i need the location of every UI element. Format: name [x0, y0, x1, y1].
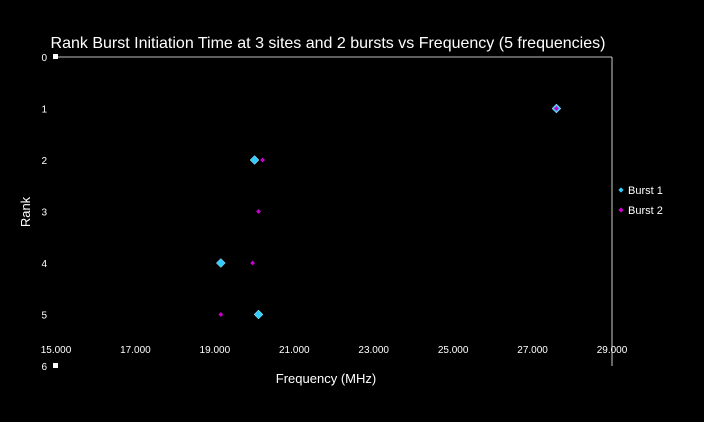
x-tick-label: 25.000	[438, 345, 469, 356]
legend-marker	[618, 207, 624, 213]
x-tick-label: 27.000	[517, 345, 548, 356]
burst-2-point	[218, 312, 224, 317]
chart-title: Rank Burst Initiation Time at 3 sites an…	[51, 35, 606, 52]
y-tick-label: 0	[41, 53, 47, 64]
y-axis-end-marker	[53, 54, 58, 59]
y-axis-label: Rank	[18, 196, 33, 227]
plot-area	[56, 56, 613, 366]
x-tick-label: 29.000	[597, 345, 628, 356]
burst-2-point	[554, 106, 559, 111]
y-tick-label: 6	[41, 362, 47, 373]
y-tick-label: 4	[41, 259, 47, 270]
x-tick-label: 23.000	[358, 345, 389, 356]
y-tick-label: 5	[41, 311, 47, 322]
x-tick-label: 17.000	[120, 345, 151, 356]
data-points	[216, 103, 562, 320]
y-tick-label: 2	[41, 156, 47, 167]
x-tick-label: 21.000	[279, 345, 310, 356]
burst-1-point	[253, 309, 264, 320]
x-tick-label: 19.000	[200, 345, 231, 356]
legend-label: Burst 1	[628, 185, 663, 197]
legend-label: Burst 2	[628, 205, 663, 217]
legend-marker	[618, 187, 624, 193]
x-axis-ticks: 15.000 17.000 19.000 21.000 23.000 25.000 27.0…	[41, 345, 628, 356]
burst-1-point	[216, 258, 226, 268]
x-axis-label: Frequency (MHz)	[276, 371, 376, 386]
burst-2-point	[260, 157, 265, 163]
y-tick-label: 1	[41, 105, 47, 116]
legend: Burst 1 Burst 2	[618, 185, 663, 217]
y-axis-end-marker	[53, 363, 58, 368]
burst-2-point	[250, 260, 255, 266]
burst-1-point	[249, 155, 260, 165]
y-tick-label: 3	[41, 208, 47, 219]
y-axis-ticks: 0 1 2 3 4 5 6	[41, 53, 58, 373]
burst-2-point	[256, 209, 261, 214]
x-tick-label: 15.000	[41, 345, 72, 356]
